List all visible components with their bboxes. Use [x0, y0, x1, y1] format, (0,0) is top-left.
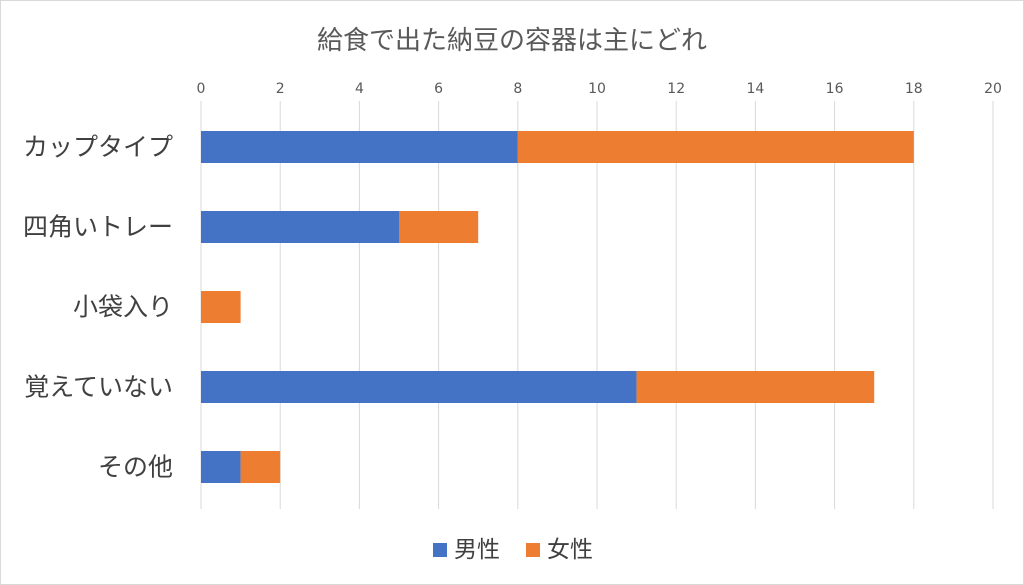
bar-male: [201, 131, 518, 163]
category-label: 四角いトレー: [23, 213, 173, 242]
x-axis-ticks: 0 2 4 6 8 10 12 14 16 18 20: [197, 81, 1002, 97]
legend-label: 女性: [547, 537, 593, 563]
gridlines: [200, 101, 994, 509]
x-tick-label: 4: [355, 81, 364, 97]
bar-male: [201, 451, 241, 483]
x-tick-label: 6: [434, 81, 443, 97]
x-tick-label: 8: [513, 81, 522, 97]
x-tick-label: 10: [588, 81, 606, 97]
x-tick-label: 14: [746, 81, 764, 97]
legend: 男性 女性: [433, 537, 593, 563]
x-tick-label: 16: [826, 81, 844, 97]
bar-female: [201, 291, 241, 323]
bar-female: [399, 211, 479, 243]
category-label: 小袋入り: [73, 293, 173, 322]
bar-female: [517, 131, 914, 163]
legend-label: 男性: [454, 537, 500, 563]
x-tick-label: 2: [276, 81, 285, 97]
bar-female: [636, 371, 875, 403]
bar-female: [240, 451, 281, 483]
x-tick-label: 18: [905, 81, 923, 97]
category-label: その他: [98, 453, 173, 482]
bars: [201, 131, 914, 483]
bar-male: [201, 371, 637, 403]
legend-swatch: [433, 543, 447, 557]
x-tick-label: 20: [984, 81, 1002, 97]
x-tick-label: 0: [197, 81, 206, 97]
legend-swatch: [526, 543, 540, 557]
category-label: 覚えていない: [24, 373, 173, 402]
bar-male: [201, 211, 399, 243]
category-label: カップタイプ: [23, 133, 173, 162]
x-tick-label: 12: [667, 81, 685, 97]
chart-title: 給食で出た納豆の容器は主にどれ: [317, 26, 707, 56]
